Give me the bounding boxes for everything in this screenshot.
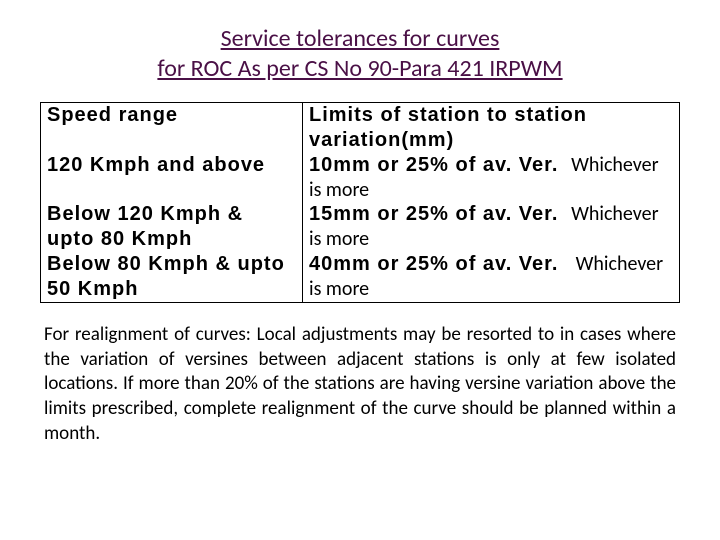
table-row: Below 80 Kmph & upto 50 Kmph 40mm or 25%…: [41, 252, 680, 303]
cell-speed: Below 80 Kmph & upto 50 Kmph: [41, 252, 303, 303]
footer-paragraph: For realignment of curves: Local adjustm…: [40, 323, 680, 446]
tolerance-table: Speed range Limits of station to station…: [40, 102, 680, 303]
slide: Service tolerances for curves for ROC As…: [0, 0, 720, 540]
table-row: Below 120 Kmph & upto 80 Kmph 15mm or 25…: [41, 202, 680, 252]
title-block: Service tolerances for curves for ROC As…: [40, 24, 680, 84]
cell-limit: 40mm or 25% of av. Ver. Whichever is mor…: [302, 252, 679, 303]
col-header-speed: Speed range: [41, 103, 303, 154]
col-header-limits: Limits of station to station variation(m…: [302, 103, 679, 154]
title-line-1: Service tolerances for curves: [40, 24, 680, 54]
cell-speed: 120 Kmph and above: [41, 153, 303, 202]
table-header-row: Speed range Limits of station to station…: [41, 103, 680, 154]
title-text-2: for ROC As per CS No 90-Para 421 IRPWM: [157, 54, 562, 83]
title-text-1: Service tolerances for curves: [221, 24, 500, 53]
title-line-2: for ROC As per CS No 90-Para 421 IRPWM: [40, 54, 680, 84]
table-row: 120 Kmph and above 10mm or 25% of av. Ve…: [41, 153, 680, 202]
cell-limit: 10mm or 25% of av. Ver. Whichever is mor…: [302, 153, 679, 202]
cell-limit: 15mm or 25% of av. Ver. Whichever is mor…: [302, 202, 679, 252]
cell-speed: Below 120 Kmph & upto 80 Kmph: [41, 202, 303, 252]
